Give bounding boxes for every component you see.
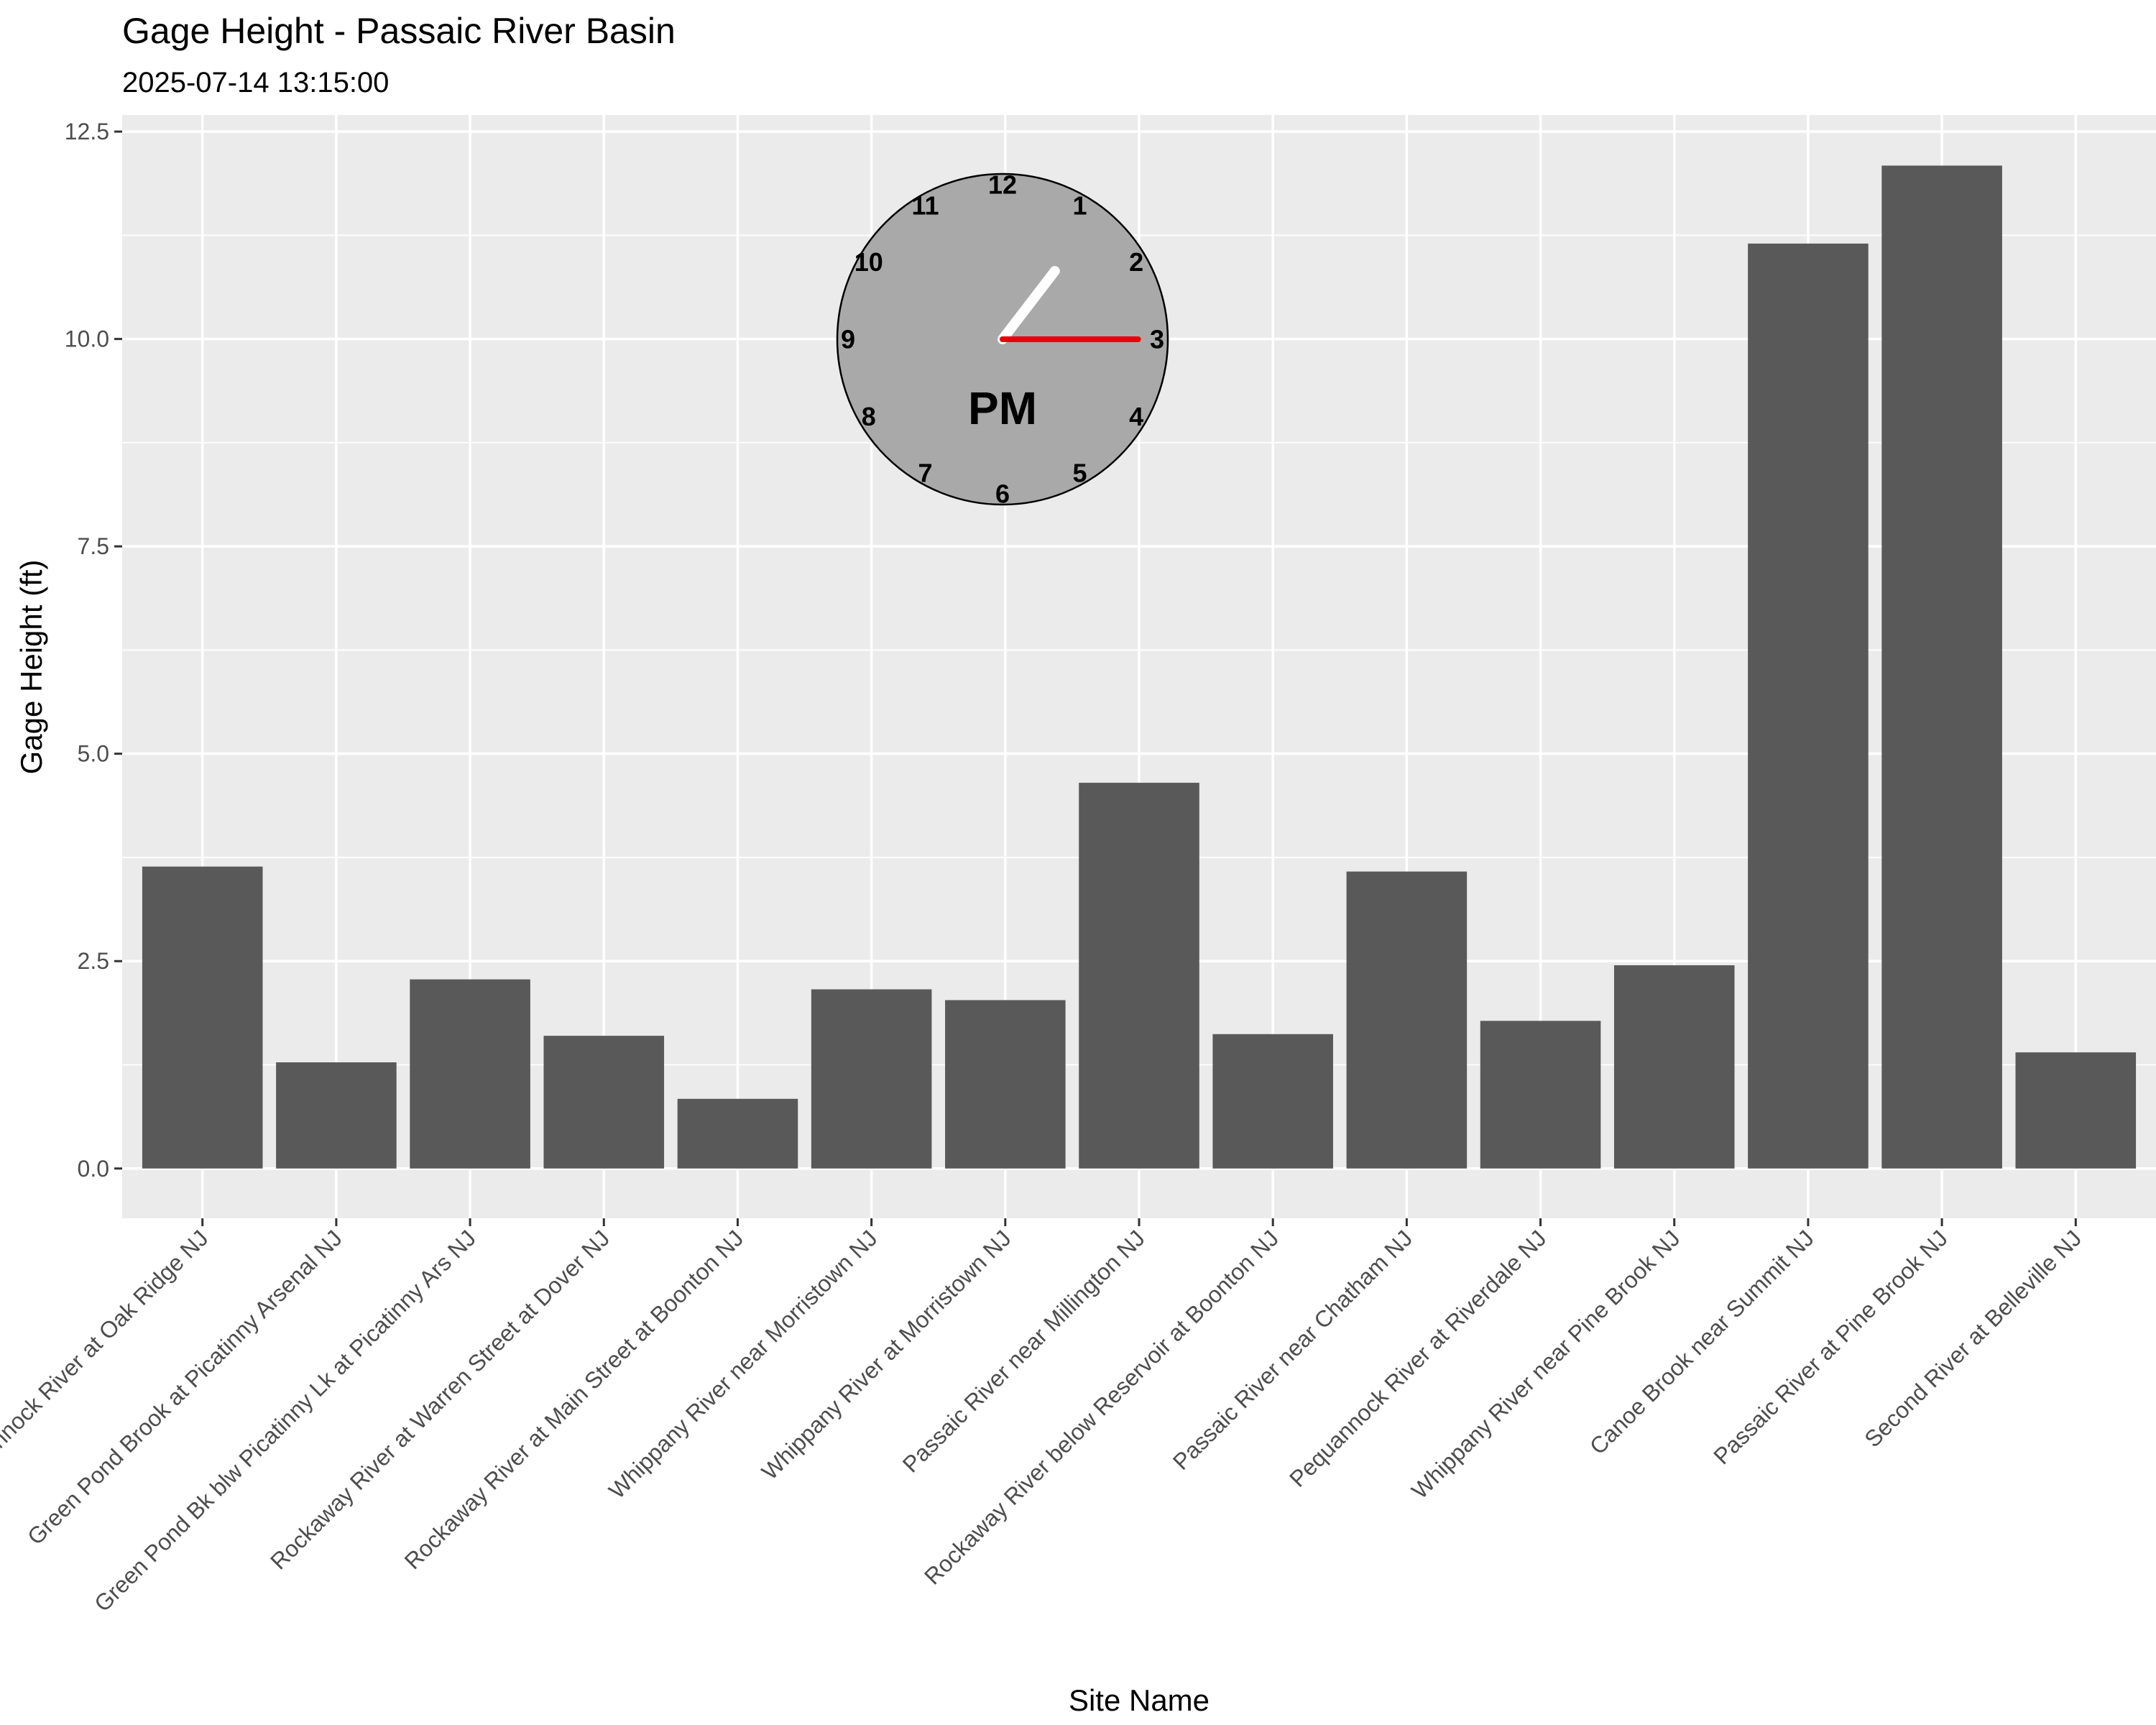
clock-period-label: PM <box>968 382 1037 434</box>
clock-number: 8 <box>862 402 876 431</box>
bar <box>1212 1034 1333 1169</box>
clock-number: 11 <box>911 190 939 220</box>
y-tick-label: 5.0 <box>78 741 109 767</box>
x-tick-label: Green Pond Brook at Picatinny Arsenal NJ <box>22 1225 347 1550</box>
bar <box>276 1062 397 1169</box>
x-tick-label: Whippany River near Pine Brook NJ <box>1406 1225 1685 1504</box>
y-tick-label: 2.5 <box>78 948 109 974</box>
y-tick-label: 10.0 <box>65 326 109 352</box>
y-axis-title: Gage Height (ft) <box>14 560 48 775</box>
clock-number: 7 <box>918 459 932 488</box>
clock-number: 12 <box>988 170 1017 200</box>
clock-hour-hand <box>998 266 1060 344</box>
clock-number: 1 <box>1072 190 1087 220</box>
chart-subtitle: 2025-07-14 13:15:00 <box>122 67 389 98</box>
bar <box>2015 1052 2137 1169</box>
x-tick-label: Passaic River near Chatham NJ <box>1168 1225 1417 1474</box>
x-tick-label: Second River at Belleville NJ <box>1859 1225 2086 1452</box>
x-tick-label: Canoe Brook near Summit NJ <box>1585 1225 1819 1459</box>
bar <box>1748 243 1869 1169</box>
bar <box>543 1036 665 1169</box>
bar <box>1881 165 2002 1169</box>
bar <box>945 1000 1066 1169</box>
clock-number: 9 <box>841 325 855 354</box>
bar <box>1613 965 1735 1169</box>
y-tick-label: 12.5 <box>65 119 109 144</box>
bar <box>1346 871 1468 1169</box>
bars <box>142 165 2137 1169</box>
x-tick-label: Passaic River near Millington NJ <box>898 1225 1150 1477</box>
x-tick-label: Passaic River at Pine Brook NJ <box>1708 1225 1953 1469</box>
clock-number: 6 <box>995 479 1010 509</box>
x-tick-label: Whippany River at Morristown NJ <box>757 1225 1016 1484</box>
bar <box>1480 1021 1601 1169</box>
clock-number: 3 <box>1150 325 1164 354</box>
x-tick-label: Whippany River near Morristown NJ <box>604 1225 883 1504</box>
clock-number: 2 <box>1129 247 1143 277</box>
bar <box>142 866 263 1169</box>
bar <box>677 1098 798 1169</box>
bar <box>1079 783 1199 1169</box>
clock-number: 10 <box>854 247 883 277</box>
x-axis-title: Site Name <box>1069 1683 1210 1717</box>
y-tick-label: 7.5 <box>78 533 109 559</box>
chart-title: Gage Height - Passaic River Basin <box>122 11 676 51</box>
bar <box>811 989 932 1169</box>
clock-number: 4 <box>1129 402 1143 431</box>
y-tick-label: 0.0 <box>78 1156 109 1182</box>
x-tick-label: Pequannock River at Riverdale NJ <box>1284 1225 1551 1491</box>
clock-number: 5 <box>1072 459 1087 488</box>
bar <box>410 979 530 1169</box>
